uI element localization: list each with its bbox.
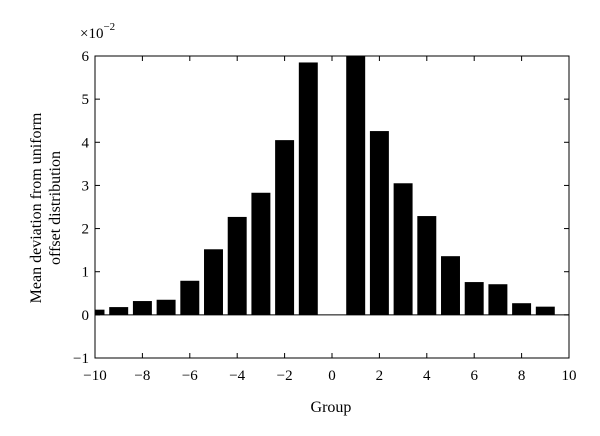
y-axis-ticks: −1 0 1 2 3 4 5 6 [73,49,569,367]
y-tick-label: 4 [82,135,90,151]
x-axis-ticks: −10 −8 −6 −4 −2 0 2 4 6 8 10 [83,56,577,384]
y-tick-label: −1 [73,351,89,367]
x-tick-label: −4 [229,368,245,384]
x-tick-label: 0 [328,368,336,384]
bar [109,307,129,315]
bar [441,256,460,315]
bar [95,309,105,315]
x-tick-label: 10 [562,368,577,384]
bar [180,280,200,315]
bar [535,306,555,315]
y-scale-exponent: −2 [103,21,115,33]
x-tick-label: −6 [182,368,198,384]
bar [251,192,271,315]
y-axis-label-line-1: Mean deviation from uniform [28,112,45,303]
bar [227,216,247,315]
x-tick-label: −10 [83,368,106,384]
y-scale-multiplier: ×10−2 [80,21,115,42]
bar [156,299,176,315]
bar [488,284,508,315]
x-tick-label: 4 [423,368,431,384]
y-tick-label: 1 [82,265,90,281]
bar [369,131,389,315]
bar [132,301,152,315]
x-tick-label: 8 [518,368,526,384]
y-axis-label-line-2: offset distribution [47,151,64,265]
y-tick-label: 3 [82,178,90,194]
x-tick-label: 2 [376,368,384,384]
bar [204,249,223,315]
x-tick-label: −2 [277,368,293,384]
bar [417,216,437,315]
y-axis-label: Mean deviation from uniform offset distr… [28,112,64,303]
bar [464,282,484,315]
x-tick-label: −8 [134,368,150,384]
y-scale-base: ×10 [80,26,103,42]
x-tick-label: 6 [470,368,478,384]
bars-group [95,56,555,315]
y-tick-label: 6 [82,49,90,65]
y-tick-label: 5 [82,92,90,108]
y-tick-label: 2 [82,222,90,238]
bar [393,183,413,315]
y-tick-label: 0 [82,308,90,324]
x-axis-label: Group [311,399,352,416]
bar [275,140,295,315]
bar [512,303,532,315]
bar [346,56,366,315]
bar [298,62,318,315]
